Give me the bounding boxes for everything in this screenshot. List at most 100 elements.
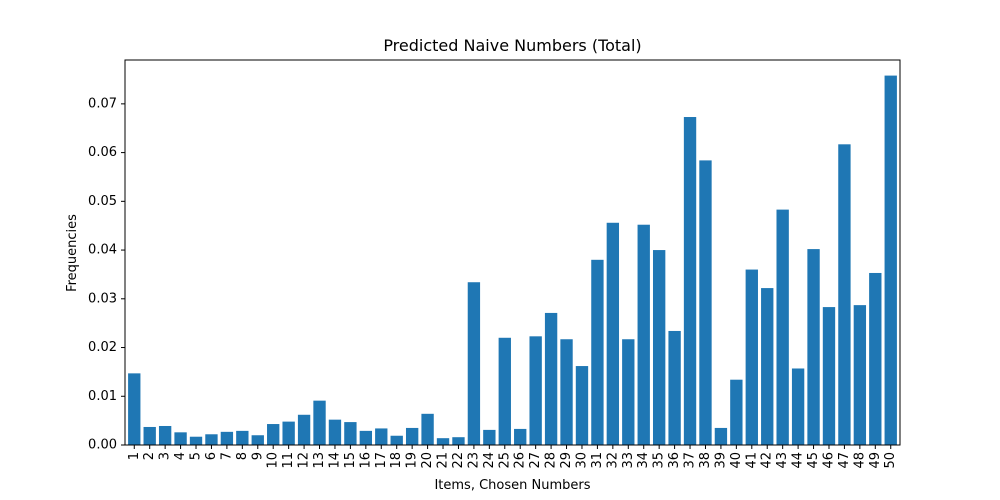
x-tick-label-30: 30 xyxy=(574,452,589,469)
bar-16 xyxy=(359,430,373,445)
bar-6 xyxy=(205,434,218,445)
y-tick-label-0.02: 0.02 xyxy=(88,340,117,355)
x-tick-label-12: 12 xyxy=(297,452,312,469)
x-tick-label-5: 5 xyxy=(189,452,204,460)
plot-frame xyxy=(124,59,901,446)
bar-25 xyxy=(498,337,511,445)
x-tick-label-28: 28 xyxy=(544,452,559,469)
bar-1 xyxy=(128,373,141,445)
x-tick-label-27: 27 xyxy=(528,452,543,469)
x-tick-label-1: 1 xyxy=(127,452,142,460)
x-axis-label: Items, Chosen Numbers xyxy=(434,478,590,493)
x-tick-label-32: 32 xyxy=(605,452,620,469)
bar-24 xyxy=(483,429,496,445)
bar-18 xyxy=(390,435,403,445)
bar-20 xyxy=(421,413,434,445)
bar-9 xyxy=(251,435,264,445)
x-tick-label-23: 23 xyxy=(466,452,481,469)
x-tick-label-46: 46 xyxy=(821,452,836,469)
bar-37 xyxy=(683,117,697,446)
x-tick-label-43: 43 xyxy=(775,452,790,469)
x-tick-label-15: 15 xyxy=(343,452,358,469)
bar-4 xyxy=(174,432,187,445)
x-tick-label-22: 22 xyxy=(451,452,466,469)
y-tick-label-0.05: 0.05 xyxy=(88,194,117,209)
x-tick-label-17: 17 xyxy=(374,452,389,469)
x-tick-label-8: 8 xyxy=(235,452,250,460)
x-tick-label-48: 48 xyxy=(852,452,867,469)
bar-11 xyxy=(282,421,295,445)
bar-30 xyxy=(575,366,589,445)
bar-14 xyxy=(328,419,342,445)
bar-38 xyxy=(699,160,712,445)
x-tick-label-41: 41 xyxy=(744,452,759,469)
y-tick-label-0.01: 0.01 xyxy=(88,389,117,404)
x-tick-label-38: 38 xyxy=(698,452,713,469)
x-tick-label-11: 11 xyxy=(281,452,296,469)
bar-7 xyxy=(220,431,234,445)
x-tick-label-47: 47 xyxy=(837,452,852,469)
bar-19 xyxy=(405,427,419,445)
x-tick-label-24: 24 xyxy=(482,452,497,469)
bar-33 xyxy=(622,339,635,445)
bar-32 xyxy=(606,222,620,445)
x-tick-label-42: 42 xyxy=(760,452,775,469)
y-tick-label-0.00: 0.00 xyxy=(88,438,117,453)
x-tick-label-45: 45 xyxy=(806,452,821,469)
bar-46 xyxy=(822,307,836,445)
x-axis: 1 2 3 4 5 6 7 8 9 10 11 12 13 14 15 16 17 18 19 20 21 22 23 24 2… xyxy=(127,445,898,469)
x-tick-label-2: 2 xyxy=(142,452,157,460)
bar-13 xyxy=(313,400,326,445)
x-tick-label-26: 26 xyxy=(513,452,528,469)
bar-44 xyxy=(791,368,805,445)
y-axis: 0.00 0.01 0.02 0.03 0.04 0.05 0.06 0.07 xyxy=(88,96,125,453)
x-tick-label-31: 31 xyxy=(590,452,605,469)
bar-41 xyxy=(745,269,758,445)
x-tick-label-40: 40 xyxy=(729,452,744,469)
bar-49 xyxy=(869,272,882,445)
x-tick-label-36: 36 xyxy=(667,452,682,469)
bar-34 xyxy=(637,224,650,445)
y-tick-label-0.04: 0.04 xyxy=(88,243,117,258)
bar-42 xyxy=(761,288,774,445)
x-tick-label-50: 50 xyxy=(883,452,898,469)
bar-12 xyxy=(297,414,311,445)
x-tick-label-34: 34 xyxy=(636,452,651,469)
bar-28 xyxy=(544,312,558,445)
x-tick-label-21: 21 xyxy=(436,452,451,469)
bar-2 xyxy=(143,426,156,445)
x-tick-label-35: 35 xyxy=(652,452,667,469)
y-tick-label-0.03: 0.03 xyxy=(88,291,117,306)
x-tick-label-19: 19 xyxy=(405,452,420,469)
bar-10 xyxy=(267,424,280,445)
x-tick-label-49: 49 xyxy=(868,452,883,469)
bar-47 xyxy=(838,144,851,445)
bar-36 xyxy=(668,330,681,445)
x-tick-label-7: 7 xyxy=(219,452,234,460)
bar-26 xyxy=(514,428,527,445)
bar-48 xyxy=(853,305,867,445)
bar-29 xyxy=(560,339,573,445)
bar-8 xyxy=(236,430,249,445)
bar-21 xyxy=(436,438,450,445)
bar-31 xyxy=(591,259,604,445)
bar-43 xyxy=(776,209,789,445)
y-tick-label-0.06: 0.06 xyxy=(88,145,117,160)
x-tick-label-25: 25 xyxy=(497,452,512,469)
x-tick-label-13: 13 xyxy=(312,452,327,469)
x-tick-label-10: 10 xyxy=(266,452,281,469)
x-tick-label-20: 20 xyxy=(420,452,435,469)
bar-23 xyxy=(467,282,481,445)
chart-title: Predicted Naive Numbers (Total) xyxy=(383,36,641,55)
bar-3 xyxy=(158,425,172,445)
x-tick-label-14: 14 xyxy=(327,452,342,469)
x-tick-label-44: 44 xyxy=(791,452,806,469)
x-tick-label-3: 3 xyxy=(158,452,173,460)
bar-35 xyxy=(652,250,666,445)
y-tick-label-0.07: 0.07 xyxy=(88,96,117,111)
bars-group xyxy=(128,75,897,446)
x-tick-label-16: 16 xyxy=(358,452,373,469)
bar-39 xyxy=(714,427,728,445)
bar-50 xyxy=(884,75,897,445)
